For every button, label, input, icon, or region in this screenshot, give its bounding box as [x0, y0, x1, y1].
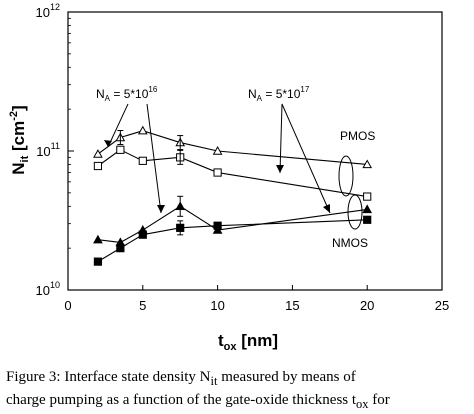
caption-line2-b: for [368, 392, 390, 408]
y-axis-title-close: ] [9, 105, 28, 111]
x-tick-label: 25 [435, 298, 449, 313]
y-tick-base: 10 [36, 283, 50, 298]
data-point-triangle [212, 145, 223, 155]
annotation-na-17-sub: A [257, 94, 263, 103]
label-pmos: PMOS [340, 129, 375, 143]
x-tick-label: 15 [285, 298, 299, 313]
y-tick-label: 1010 [36, 280, 60, 298]
x-tick-labels: 0 5 10 15 20 25 [64, 298, 449, 313]
data-point-square [116, 145, 125, 154]
x-tick-label: 10 [210, 298, 224, 313]
data-point-square [93, 161, 103, 171]
caption-line1-sub: it [210, 374, 218, 388]
annotation-arrows [107, 103, 363, 230]
caption-line2-sub: ox [356, 397, 369, 411]
data-point-square [213, 221, 222, 230]
data-point-square [213, 168, 222, 177]
y-axis-title-unit: [cm [9, 121, 28, 156]
annotation-na-17-prefix: N [248, 87, 257, 101]
arrow-na16-to-pmos [107, 103, 129, 148]
series-line [97, 205, 368, 243]
annotation-na-17-mid: = 5*10 [262, 87, 301, 101]
x-tick-label: 5 [139, 298, 146, 313]
data-point-triangle [93, 149, 103, 158]
y-axis-title: Nit [cm-2] [8, 105, 31, 174]
series-square-open [93, 145, 372, 201]
annotation-na-16-exp: 16 [148, 85, 157, 94]
arrow-na17-to-pmos [279, 103, 283, 174]
data-point-square [138, 156, 147, 165]
arrow-head-4 [323, 204, 330, 213]
annotation-na-16-sub: A [105, 94, 111, 103]
annotation-na-16: NA = 5*1016 [96, 85, 158, 103]
nmos-brace [347, 194, 363, 230]
arrow-head-3 [276, 165, 284, 173]
arrow-na16-to-nmos [146, 103, 162, 214]
caption-line1-b: measured by means of [217, 369, 356, 385]
data-point-square [363, 192, 372, 201]
caption-line2-a: charge pumping as a function of the gate… [6, 392, 357, 408]
arrow-head-2 [157, 205, 165, 213]
label-nmos: NMOS [332, 236, 368, 250]
arrow-head-1 [104, 140, 112, 147]
caption-line1-a: Figure 3: Interface state density N [6, 369, 211, 385]
data-point-triangle [362, 159, 373, 169]
y-axis-title-main: N [9, 162, 28, 174]
y-axis-title-sub: it [19, 155, 31, 162]
arrow-heads [104, 140, 330, 213]
y-axis-title-exp: -2 [8, 111, 20, 121]
data-point-triangle [362, 204, 373, 214]
x-tick-label: 0 [64, 298, 71, 313]
y-tick-label: 1012 [36, 2, 60, 20]
annotation-na-17: NA = 5*1017 [248, 85, 310, 103]
pmos-brace [338, 155, 354, 197]
data-point-square [116, 244, 125, 253]
x-axis-title-main: t [218, 331, 224, 350]
series-line [97, 130, 368, 166]
y-tick-exp: 10 [50, 280, 60, 290]
y-tick-base: 10 [36, 5, 50, 20]
series-line [97, 149, 368, 198]
y-tick-exp: 11 [51, 141, 60, 151]
data-point-triangle [137, 125, 148, 135]
series-group [93, 125, 373, 266]
plot-frame-ticks [67, 11, 443, 291]
figure-caption: Figure 3: Interface state density Nit me… [6, 368, 468, 414]
data-point-triangle [93, 234, 103, 244]
y-tick-label: 1011 [36, 141, 60, 159]
data-point-square [363, 215, 372, 224]
x-axis-title: tox [nm] [218, 331, 278, 353]
x-axis-title-unit: [nm] [236, 331, 278, 350]
data-point-square [138, 230, 147, 239]
annotation-na-16-prefix: N [96, 87, 105, 101]
x-axis-title-sub: ox [224, 341, 238, 353]
arrow-na17-to-nmos [281, 103, 331, 214]
series-line [97, 219, 368, 263]
annotation-na-17-exp: 17 [300, 85, 309, 94]
annotation-na-16-mid: = 5*10 [110, 87, 149, 101]
series-triangle-open [93, 125, 373, 169]
y-tick-base: 10 [36, 144, 50, 159]
x-tick-label: 20 [360, 298, 374, 313]
y-tick-exp: 12 [50, 2, 60, 12]
data-point-square [93, 257, 103, 266]
series-square-filled [93, 215, 372, 266]
